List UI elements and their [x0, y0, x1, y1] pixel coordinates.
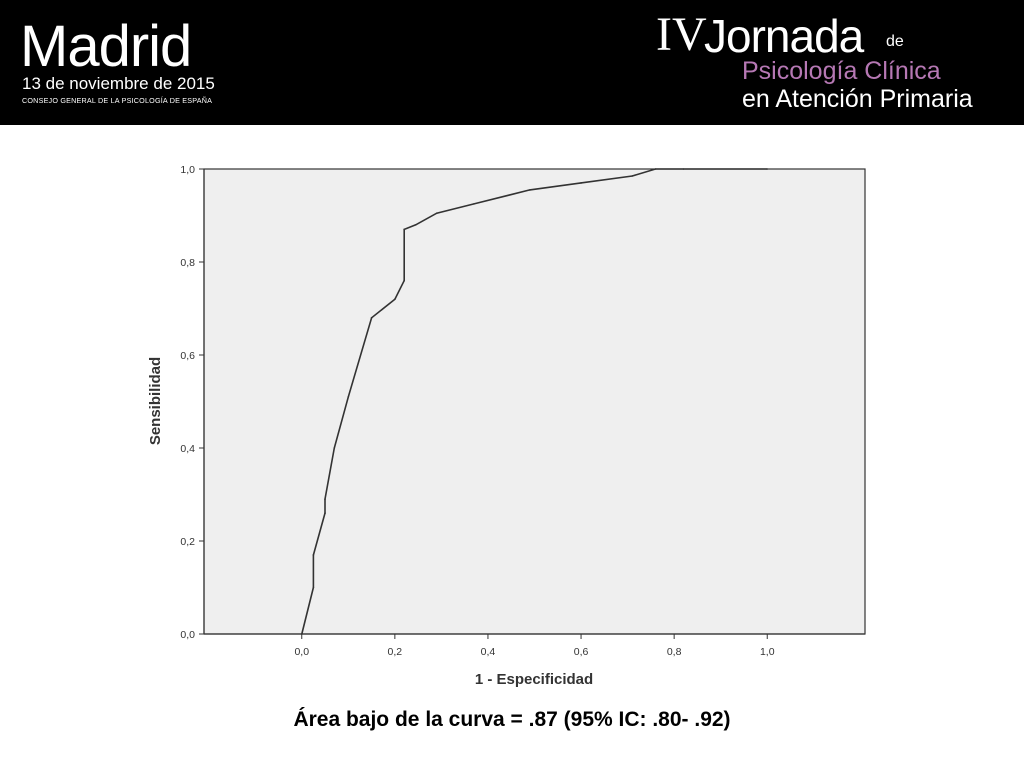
roc-point — [473, 203, 475, 205]
header-banner: Madrid 13 de noviembre de 2015 CONSEJO G… — [0, 0, 1024, 125]
roc-curve-line — [301, 168, 768, 635]
event-subtitle-line2: en Atención Primaria — [742, 85, 973, 113]
y-axis: 0,0 0,2 0,4 0,6 0,8 1,0 — [180, 164, 205, 641]
x-tick-label: 0,6 — [574, 646, 589, 658]
roc-point — [580, 182, 582, 184]
y-tick-label: 1,0 — [180, 164, 195, 176]
x-tick-label: 0,0 — [294, 646, 309, 658]
roc-point — [333, 447, 336, 449]
roc-point — [324, 498, 326, 500]
x-tick-label: 0,2 — [388, 646, 403, 658]
y-axis-label: Sensibilidad — [147, 357, 164, 445]
event-number: IV — [656, 8, 707, 61]
auc-caption: Área bajo de la curva = .87 (95% IC: .80… — [293, 708, 731, 731]
y-ticks: 0,0 0,2 0,4 0,6 0,8 1,0 — [180, 164, 204, 641]
roc-point — [403, 228, 405, 231]
event-date: 13 de noviembre de 2015 — [22, 74, 215, 93]
roc-point — [312, 586, 315, 589]
x-axis: 0,0 0,2 0,4 0,6 0,8 1,0 — [204, 633, 865, 658]
roc-point — [529, 189, 531, 191]
roc-chart: 0,0 0,2 0,4 0,6 0,8 1,0 0,0 0,2 0,4 0,6 0,8 1,0 1 … — [147, 164, 866, 688]
x-tick-label: 0,4 — [481, 646, 496, 658]
y-tick-label: 0,0 — [180, 629, 195, 641]
roc-point — [682, 168, 685, 170]
y-tick-label: 0,2 — [180, 536, 195, 548]
plot-area — [203, 168, 866, 635]
roc-point — [370, 317, 373, 319]
roc-point — [631, 175, 634, 177]
roc-point — [403, 279, 405, 282]
roc-point — [347, 396, 350, 398]
y-tick-label: 0,8 — [180, 257, 195, 269]
x-axis-label: 1 - Especificidad — [475, 671, 593, 688]
x-tick-label: 1,0 — [760, 646, 775, 658]
roc-curve-points — [300, 168, 769, 635]
roc-point — [324, 512, 326, 514]
roc-point — [300, 633, 303, 635]
roc-point — [312, 554, 315, 556]
event-title-de: de — [886, 33, 904, 50]
y-tick-label: 0,4 — [180, 443, 195, 455]
event-subtitle-line1: Psicología Clínica — [742, 57, 941, 85]
event-title-word: Jornada — [704, 10, 864, 62]
roc-point — [394, 298, 396, 301]
y-tick-label: 0,6 — [180, 350, 195, 362]
roc-point — [435, 212, 438, 214]
organization-name: CONSEJO GENERAL DE LA PSICOLOGÍA DE ESPA… — [22, 96, 213, 105]
x-ticks: 0,0 0,2 0,4 0,6 0,8 1,0 — [294, 634, 775, 658]
city-title: Madrid — [20, 14, 192, 79]
roc-point — [766, 168, 769, 170]
x-tick-label: 0,8 — [667, 646, 682, 658]
roc-point — [654, 168, 657, 170]
roc-point — [414, 224, 417, 226]
